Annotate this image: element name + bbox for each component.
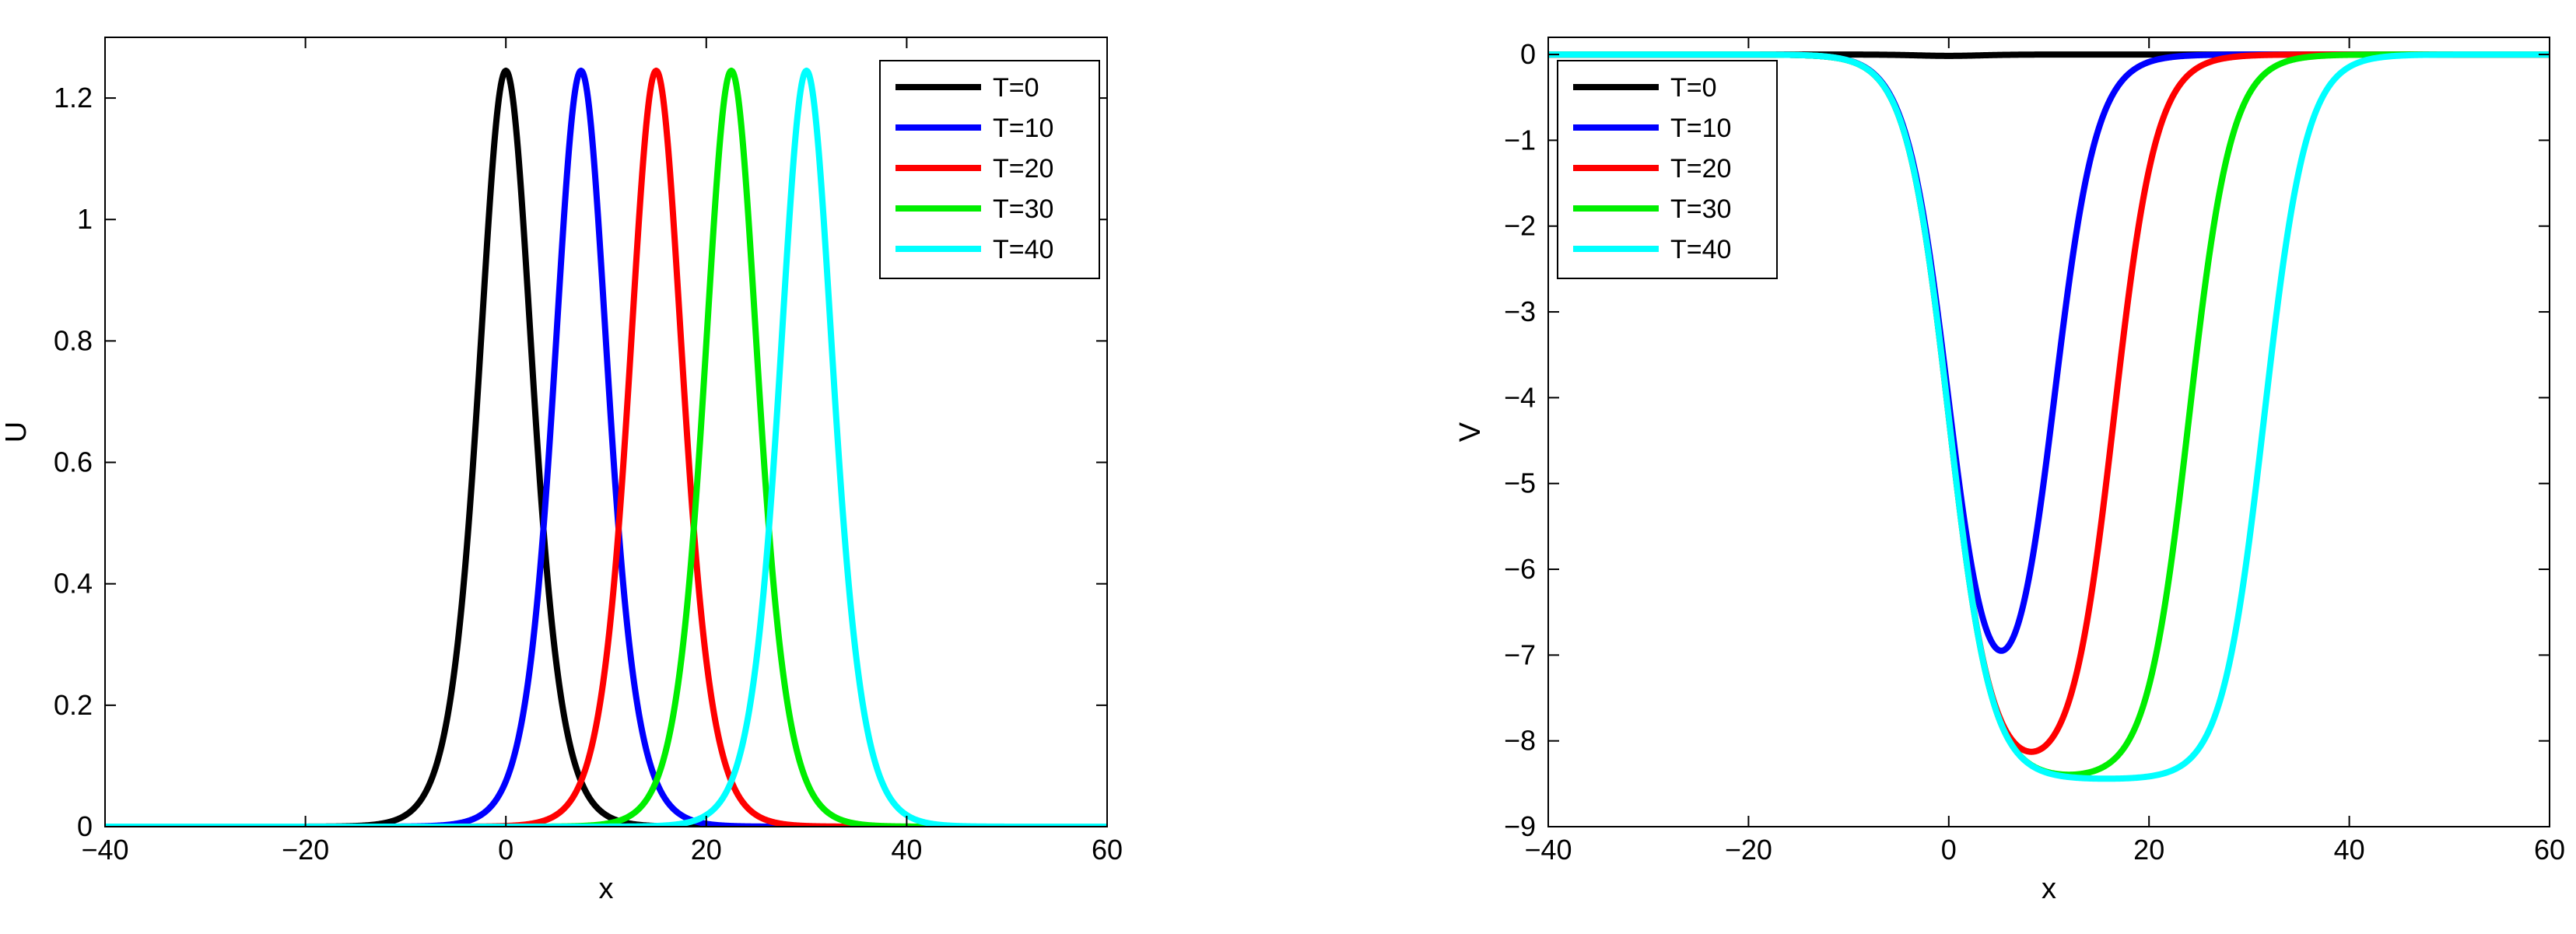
legend-label: T=0	[1670, 73, 1717, 103]
series-group	[1548, 51, 2550, 782]
legend-label: T=20	[993, 154, 1053, 184]
x-tick-label: 40	[2334, 834, 2365, 866]
y-tick-label: −7	[1504, 638, 1536, 670]
series-line-t-20	[105, 67, 1107, 827]
y-tick-label: −4	[1504, 381, 1536, 413]
y-tick-label: −6	[1504, 553, 1536, 585]
legend-label: T=20	[1670, 154, 1731, 184]
x-tick-label: −20	[1725, 834, 1772, 866]
x-tick-label: −20	[282, 834, 329, 866]
y-tick-label: 0.2	[54, 689, 93, 721]
series-line-t-10	[105, 67, 1107, 827]
y-tick-label: 0.8	[54, 324, 93, 356]
series-line-t-40	[1548, 51, 2550, 782]
y-tick-label: −3	[1504, 296, 1536, 327]
legend-label: T=10	[993, 114, 1053, 143]
x-tick-label: −40	[1524, 834, 1572, 866]
right-plot-v: −40 −20 0 20 40 60 −9 −8 −7 −6 −5 −4 −3 −2 −1 0 x V T=0 T=1…	[1454, 37, 2565, 905]
y-tick-label: 1.2	[54, 82, 93, 114]
y-axis-label: U	[0, 422, 33, 443]
axes-frame	[104, 37, 1108, 827]
x-axis-label: x	[2042, 873, 2056, 905]
y-tick-label: −2	[1504, 210, 1536, 242]
x-tick-label: 20	[2133, 834, 2164, 866]
y-tick-label: −5	[1504, 467, 1536, 499]
y-tick-label: 0	[1520, 38, 1536, 70]
x-tick-label: 40	[891, 834, 922, 866]
y-tick-label: −1	[1504, 124, 1536, 156]
axes-frame	[1547, 37, 2550, 827]
y-axis-label: V	[1454, 422, 1487, 442]
legend-label: T=0	[993, 73, 1039, 103]
legend-label: T=40	[1670, 235, 1731, 264]
legend-label: T=30	[993, 194, 1053, 224]
y-tick-label: −9	[1504, 810, 1536, 842]
y-tick-label: 1	[77, 203, 93, 235]
y-tick-label: 0.6	[54, 446, 93, 478]
x-axis-label: x	[599, 873, 614, 905]
x-tick-label: −40	[81, 834, 128, 866]
legend-label: T=10	[1670, 114, 1731, 143]
legend-label: T=40	[993, 235, 1053, 264]
y-tick-label: 0	[77, 810, 93, 842]
legend: T=0 T=10 T=20 T=30 T=40	[879, 60, 1100, 279]
x-tick-label: 60	[2534, 834, 2565, 866]
x-tick-label: 0	[498, 834, 513, 866]
legend: T=0 T=10 T=20 T=30 T=40	[1557, 60, 1778, 279]
legend-label: T=30	[1670, 194, 1731, 224]
x-tick-label: 20	[691, 834, 722, 866]
y-tick-label: −8	[1504, 725, 1536, 757]
y-tick-label: 0.4	[54, 568, 93, 600]
x-tick-label: 0	[1941, 834, 1957, 866]
left-plot-u: −40 −20 0 20 40 6000.20.40.60.811.2xUT=0T=10T…	[0, 37, 1123, 905]
x-tick-label: 60	[1092, 834, 1123, 866]
